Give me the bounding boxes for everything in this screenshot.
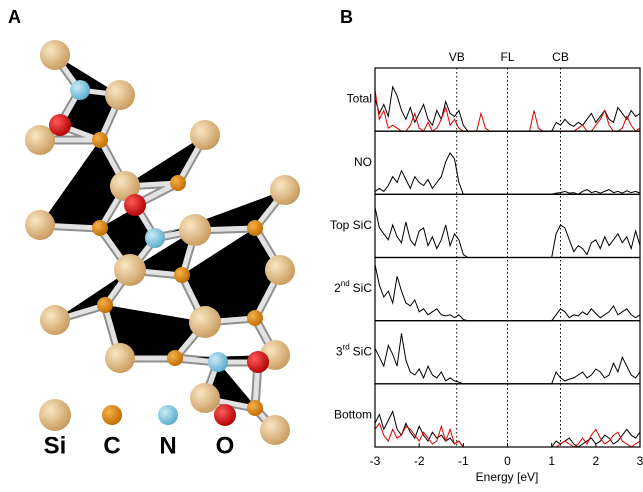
legend-label: C [103,432,120,459]
x-tick-label: -2 [414,454,425,468]
label-part: rd [343,342,350,351]
x-tick-label: 0 [504,454,511,468]
panel-label: B [340,7,353,27]
label-part: NO [354,155,372,169]
label-part: SiC [353,281,373,295]
legend-label: O [216,432,235,459]
x-tick-label: 1 [548,454,555,468]
panel-label: NO [354,155,372,169]
label-part: Total [347,92,372,106]
marker-label: CB [552,50,569,64]
x-tick-label: -3 [370,454,381,468]
label-part: SiC [353,344,373,358]
figure: A B Si C N O Energy [eV] TotalNOTop SiC2… [0,0,643,492]
panel-label: Total [347,92,372,106]
structure: Si C N O [25,40,300,459]
label-part: Bottom [334,408,372,422]
panel-label: Bottom [334,408,372,422]
panel-label: Top SiC [330,218,372,232]
legend-label: N [159,432,176,459]
marker-label: FL [500,50,514,64]
label-part: Top SiC [330,218,372,232]
x-tick-label: 2 [592,454,599,468]
x-tick-label: 3 [637,454,643,468]
x-axis-label: Energy [eV] [476,470,539,484]
marker-label: VB [449,50,465,64]
legend-label: Si [44,432,67,459]
label-part: nd [341,279,350,288]
panel-label: A [8,7,21,27]
x-tick-label: -1 [458,454,469,468]
